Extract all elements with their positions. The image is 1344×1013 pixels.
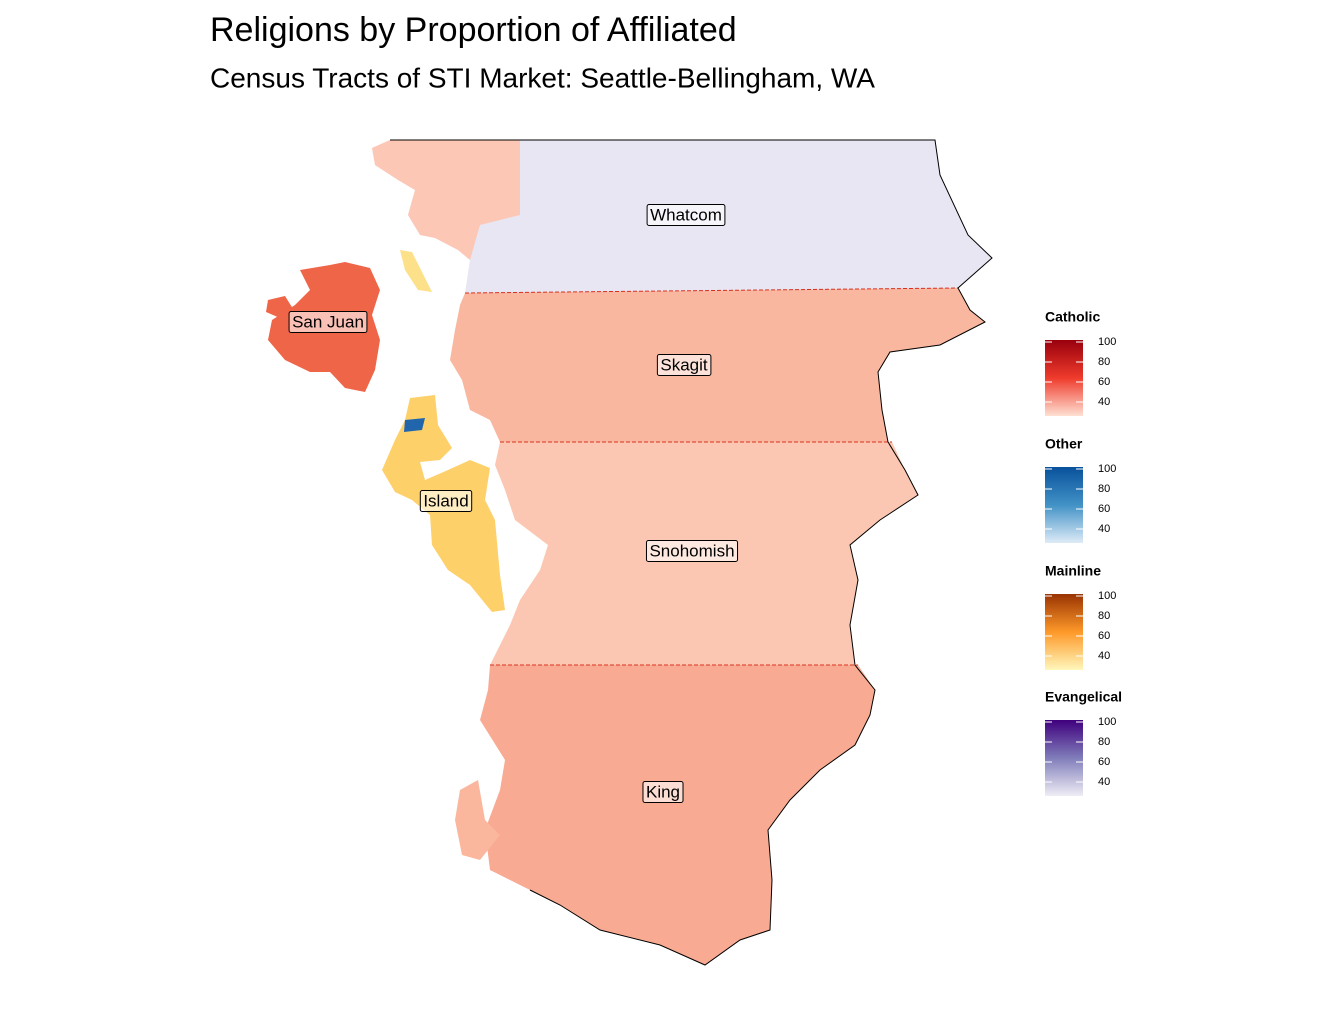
legend-title: Mainline [1045, 563, 1101, 579]
county-labels: Whatcom San Juan Skagit Island Snohomish King [288, 203, 739, 803]
legend-tick-label: 60 [1098, 376, 1110, 388]
legends: Catholic 40 60 80 100 Other 40 60 80 100 Mainline 4… [1045, 309, 1122, 796]
whatcom-west [372, 140, 520, 260]
county-label-box [646, 203, 726, 226]
title: Religions by Proportion of Affiliated [210, 11, 737, 49]
skagit-region [450, 288, 985, 442]
county-label-box [656, 353, 712, 376]
king-region [480, 665, 875, 965]
county-label-box [288, 310, 368, 333]
legend-tick-label: 100 [1098, 463, 1116, 475]
legend-tick-label: 100 [1098, 716, 1116, 728]
island-tract [404, 418, 425, 432]
county-label: King [646, 782, 680, 801]
county-label: Snohomish [649, 541, 734, 560]
legend-tick-label: 60 [1098, 756, 1110, 768]
king-islands [455, 780, 500, 860]
legend-bar [1045, 720, 1083, 796]
legend-tick-label: 40 [1098, 396, 1110, 408]
county-label: Skagit [660, 355, 708, 374]
guemes-island [400, 250, 432, 292]
legend-tick-label: 60 [1098, 630, 1110, 642]
legend-tick-label: 40 [1098, 650, 1110, 662]
county-label-box [419, 489, 473, 512]
legend-tick-label: 80 [1098, 483, 1110, 495]
legend-tick-label: 40 [1098, 523, 1110, 535]
legend-tick-label: 80 [1098, 610, 1110, 622]
legend-title: Evangelical [1045, 689, 1122, 705]
legend-bar [1045, 467, 1083, 543]
san-juan-island [266, 296, 295, 318]
county-label: Whatcom [650, 205, 722, 224]
legend-tick-label: 60 [1098, 503, 1110, 515]
legend-tick-label: 80 [1098, 356, 1110, 368]
legend-tick-label: 80 [1098, 736, 1110, 748]
county-label: Island [423, 491, 468, 510]
map [266, 139, 993, 966]
legend-tick-label: 40 [1098, 776, 1110, 788]
outline [390, 139, 993, 966]
legend-tick-label: 100 [1098, 336, 1116, 348]
legend-bar [1045, 594, 1083, 670]
county-label-box [645, 539, 739, 562]
legend-title: Catholic [1045, 309, 1100, 325]
legend-title: Other [1045, 436, 1083, 452]
county-label-box [642, 780, 684, 803]
county-label: San Juan [292, 312, 364, 331]
county-border [464, 287, 959, 294]
subtitle: Census Tracts of STI Market: Seattle-Bel… [210, 62, 875, 93]
legend-tick-label: 100 [1098, 590, 1116, 602]
legend-bar [1045, 340, 1083, 416]
